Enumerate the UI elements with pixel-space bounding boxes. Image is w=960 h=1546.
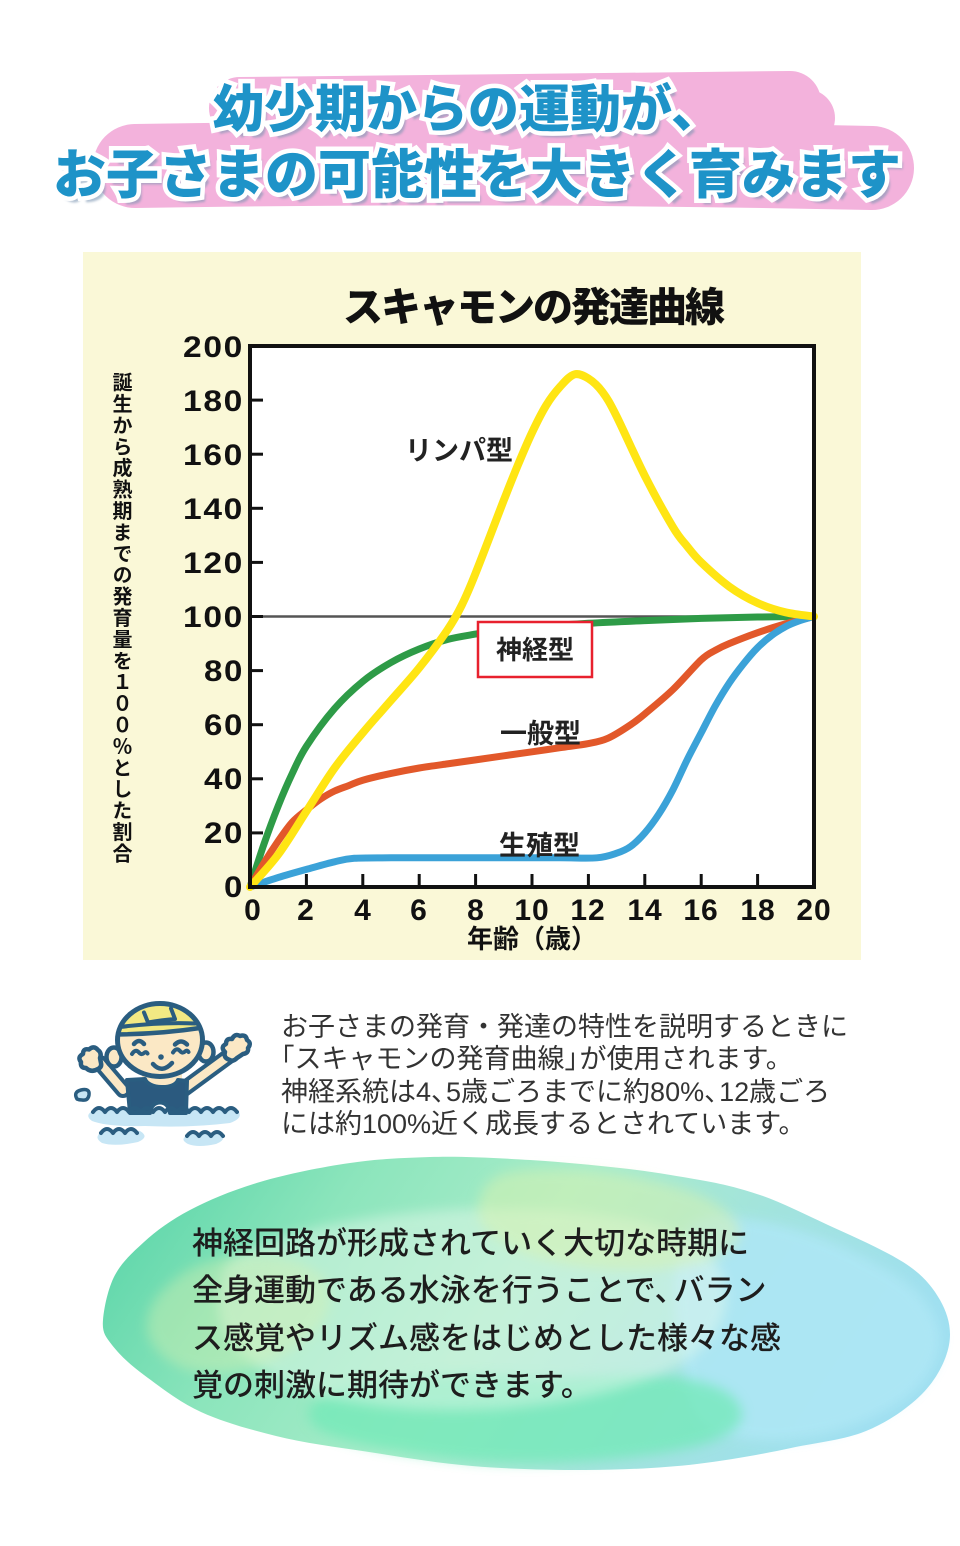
svg-text:神経型: 神経型 (496, 635, 574, 665)
svg-text:12: 12 (570, 894, 605, 927)
svg-text:20: 20 (204, 817, 244, 850)
svg-text:18: 18 (740, 894, 775, 927)
svg-text:4: 4 (354, 894, 372, 927)
svg-text:6: 6 (410, 894, 428, 927)
svg-text:10: 10 (514, 894, 549, 927)
svg-text:生殖型: 生殖型 (499, 831, 580, 861)
svg-text:40: 40 (204, 763, 244, 796)
svg-text:14: 14 (627, 894, 662, 927)
svg-text:一般型: 一般型 (500, 719, 581, 749)
svg-text:60: 60 (204, 709, 244, 742)
svg-text:180: 180 (183, 385, 244, 418)
svg-text:16: 16 (683, 894, 718, 927)
svg-text:年齢（歳）: 年齢（歳） (467, 924, 597, 954)
svg-text:8: 8 (467, 894, 485, 927)
svg-text:0: 0 (224, 871, 244, 904)
svg-text:80: 80 (204, 655, 244, 688)
svg-text:100: 100 (183, 601, 244, 634)
svg-text:140: 140 (183, 493, 244, 526)
svg-text:2: 2 (297, 894, 315, 927)
svg-text:リンパ型: リンパ型 (405, 436, 513, 466)
svg-text:0: 0 (244, 894, 262, 927)
svg-text:200: 200 (183, 331, 244, 364)
svg-text:20: 20 (796, 894, 831, 927)
svg-text:160: 160 (183, 439, 244, 472)
svg-text:スキャモンの発達曲線: スキャモンの発達曲線 (343, 286, 725, 330)
svg-text:120: 120 (183, 547, 244, 580)
